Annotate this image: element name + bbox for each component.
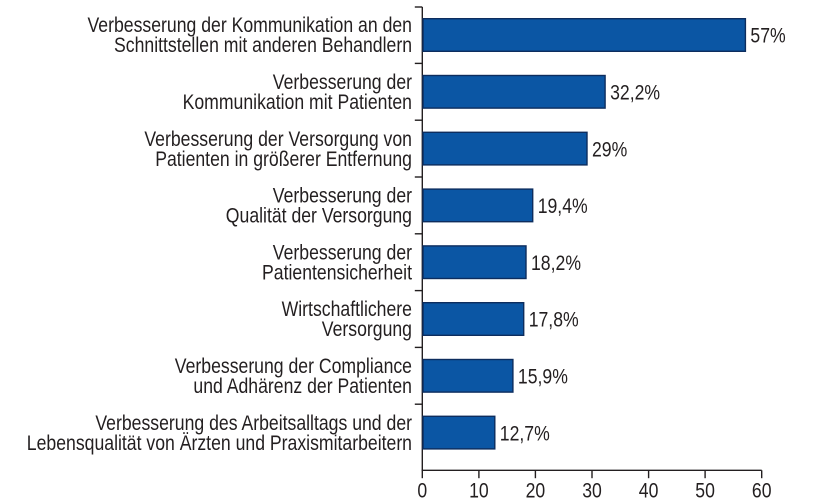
svg-text:Patientensicherheit: Patientensicherheit	[262, 261, 412, 284]
svg-text:Verbesserung der Versorgung vo: Verbesserung der Versorgung von	[144, 128, 412, 151]
svg-text:und Adhärenz der Patienten: und Adhärenz der Patienten	[193, 375, 412, 398]
svg-text:60: 60	[752, 480, 772, 503]
svg-text:10: 10	[469, 480, 489, 503]
svg-text:20: 20	[526, 480, 546, 503]
svg-text:Verbesserung des Arbeitsalltag: Verbesserung des Arbeitsalltags und der	[95, 412, 412, 435]
svg-text:0: 0	[417, 480, 427, 503]
svg-text:Verbesserung der: Verbesserung der	[273, 185, 412, 208]
svg-text:17,8%: 17,8%	[529, 309, 579, 332]
svg-text:Verbesserung der Compliance: Verbesserung der Compliance	[175, 355, 412, 378]
svg-text:30: 30	[582, 480, 602, 503]
svg-text:15,9%: 15,9%	[518, 366, 568, 389]
svg-text:Lebensqualität von Ärzten und: Lebensqualität von Ärzten und Praxismita…	[27, 432, 412, 455]
svg-text:Versorgung: Versorgung	[322, 318, 412, 341]
svg-text:Kommunikation mit Patienten: Kommunikation mit Patienten	[183, 91, 412, 114]
svg-text:Verbesserung der: Verbesserung der	[273, 241, 412, 264]
svg-text:32,2%: 32,2%	[610, 82, 660, 105]
svg-text:50: 50	[695, 480, 715, 503]
svg-text:19,4%: 19,4%	[538, 195, 588, 218]
svg-text:40: 40	[639, 480, 659, 503]
svg-text:Patienten in größerer Entfernu: Patienten in größerer Entfernung	[155, 148, 412, 171]
svg-text:Qualität der Versorgung: Qualität der Versorgung	[226, 205, 412, 228]
svg-text:18,2%: 18,2%	[531, 252, 581, 275]
svg-text:Wirtschaftlichere: Wirtschaftlichere	[282, 298, 412, 321]
svg-text:Verbesserung der Kommunikation: Verbesserung der Kommunikation an den	[88, 14, 413, 37]
svg-text:Schnittstellen mit anderen Beh: Schnittstellen mit anderen Behandlern	[114, 34, 412, 57]
svg-text:Verbesserung der: Verbesserung der	[273, 71, 412, 94]
svg-text:12,7%: 12,7%	[500, 422, 550, 445]
svg-text:57%: 57%	[750, 25, 785, 48]
svg-text:29%: 29%	[592, 138, 627, 161]
